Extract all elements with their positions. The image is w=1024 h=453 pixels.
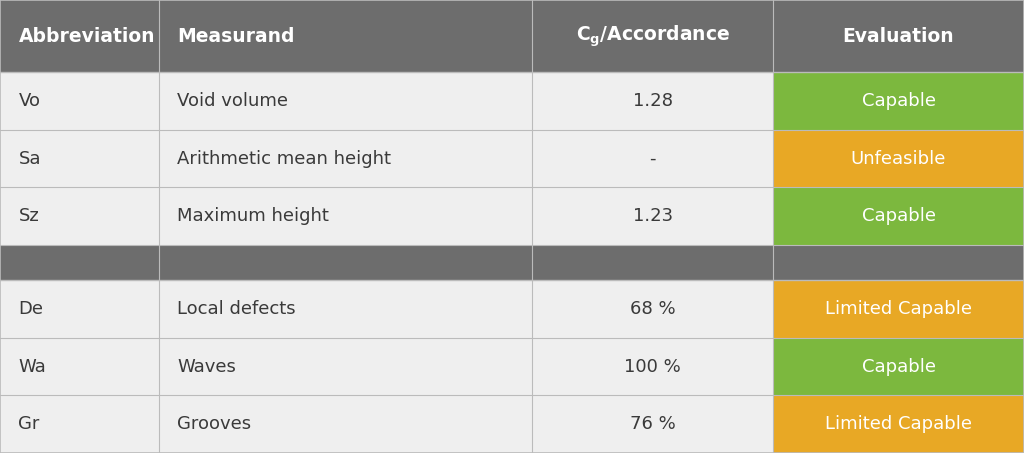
Text: Gr: Gr [18, 415, 40, 433]
Text: Local defects: Local defects [177, 300, 296, 318]
Text: Evaluation: Evaluation [843, 27, 954, 46]
Bar [532, 130, 773, 188]
Text: Measurand: Measurand [177, 27, 295, 46]
Bar [532, 72, 773, 130]
Text: 68 %: 68 % [630, 300, 676, 318]
Bar [159, 72, 532, 130]
Bar [773, 72, 1024, 130]
Text: Abbreviation: Abbreviation [18, 27, 155, 46]
Text: $\mathbf{C_g}$$\bf{/Accordance}$: $\mathbf{C_g}$$\bf{/Accordance}$ [575, 24, 730, 49]
Text: Vo: Vo [18, 92, 40, 110]
Bar [159, 280, 532, 338]
Bar [773, 0, 1024, 72]
Bar [0, 188, 159, 245]
Text: Void volume: Void volume [177, 92, 288, 110]
Bar [159, 188, 532, 245]
Text: Capable: Capable [861, 207, 936, 225]
Bar [773, 338, 1024, 395]
Bar [0, 280, 159, 338]
Text: Sz: Sz [18, 207, 39, 225]
Text: -: - [649, 149, 656, 168]
Bar [0, 338, 159, 395]
Text: 1.28: 1.28 [633, 92, 673, 110]
Text: 1.23: 1.23 [633, 207, 673, 225]
Text: Limited Capable: Limited Capable [825, 300, 972, 318]
Text: Unfeasible: Unfeasible [851, 149, 946, 168]
Bar [159, 395, 532, 453]
Text: Capable: Capable [861, 92, 936, 110]
Bar [532, 338, 773, 395]
Text: Wa: Wa [18, 357, 46, 376]
Bar [0, 395, 159, 453]
Text: Grooves: Grooves [177, 415, 251, 433]
Bar [0, 130, 159, 188]
Bar [159, 338, 532, 395]
Bar [159, 0, 532, 72]
Bar [773, 280, 1024, 338]
Text: Waves: Waves [177, 357, 236, 376]
Text: Arithmetic mean height: Arithmetic mean height [177, 149, 391, 168]
Bar [773, 188, 1024, 245]
Bar [773, 130, 1024, 188]
Bar [159, 130, 532, 188]
Text: 100 %: 100 % [625, 357, 681, 376]
Text: De: De [18, 300, 43, 318]
Text: Capable: Capable [861, 357, 936, 376]
Bar [532, 0, 773, 72]
Bar [0, 245, 1024, 280]
Bar [532, 395, 773, 453]
Text: 76 %: 76 % [630, 415, 676, 433]
Bar [532, 188, 773, 245]
Bar [773, 395, 1024, 453]
Bar [0, 0, 159, 72]
Bar [532, 280, 773, 338]
Bar [0, 72, 159, 130]
Text: Limited Capable: Limited Capable [825, 415, 972, 433]
Text: Sa: Sa [18, 149, 41, 168]
Text: Maximum height: Maximum height [177, 207, 329, 225]
